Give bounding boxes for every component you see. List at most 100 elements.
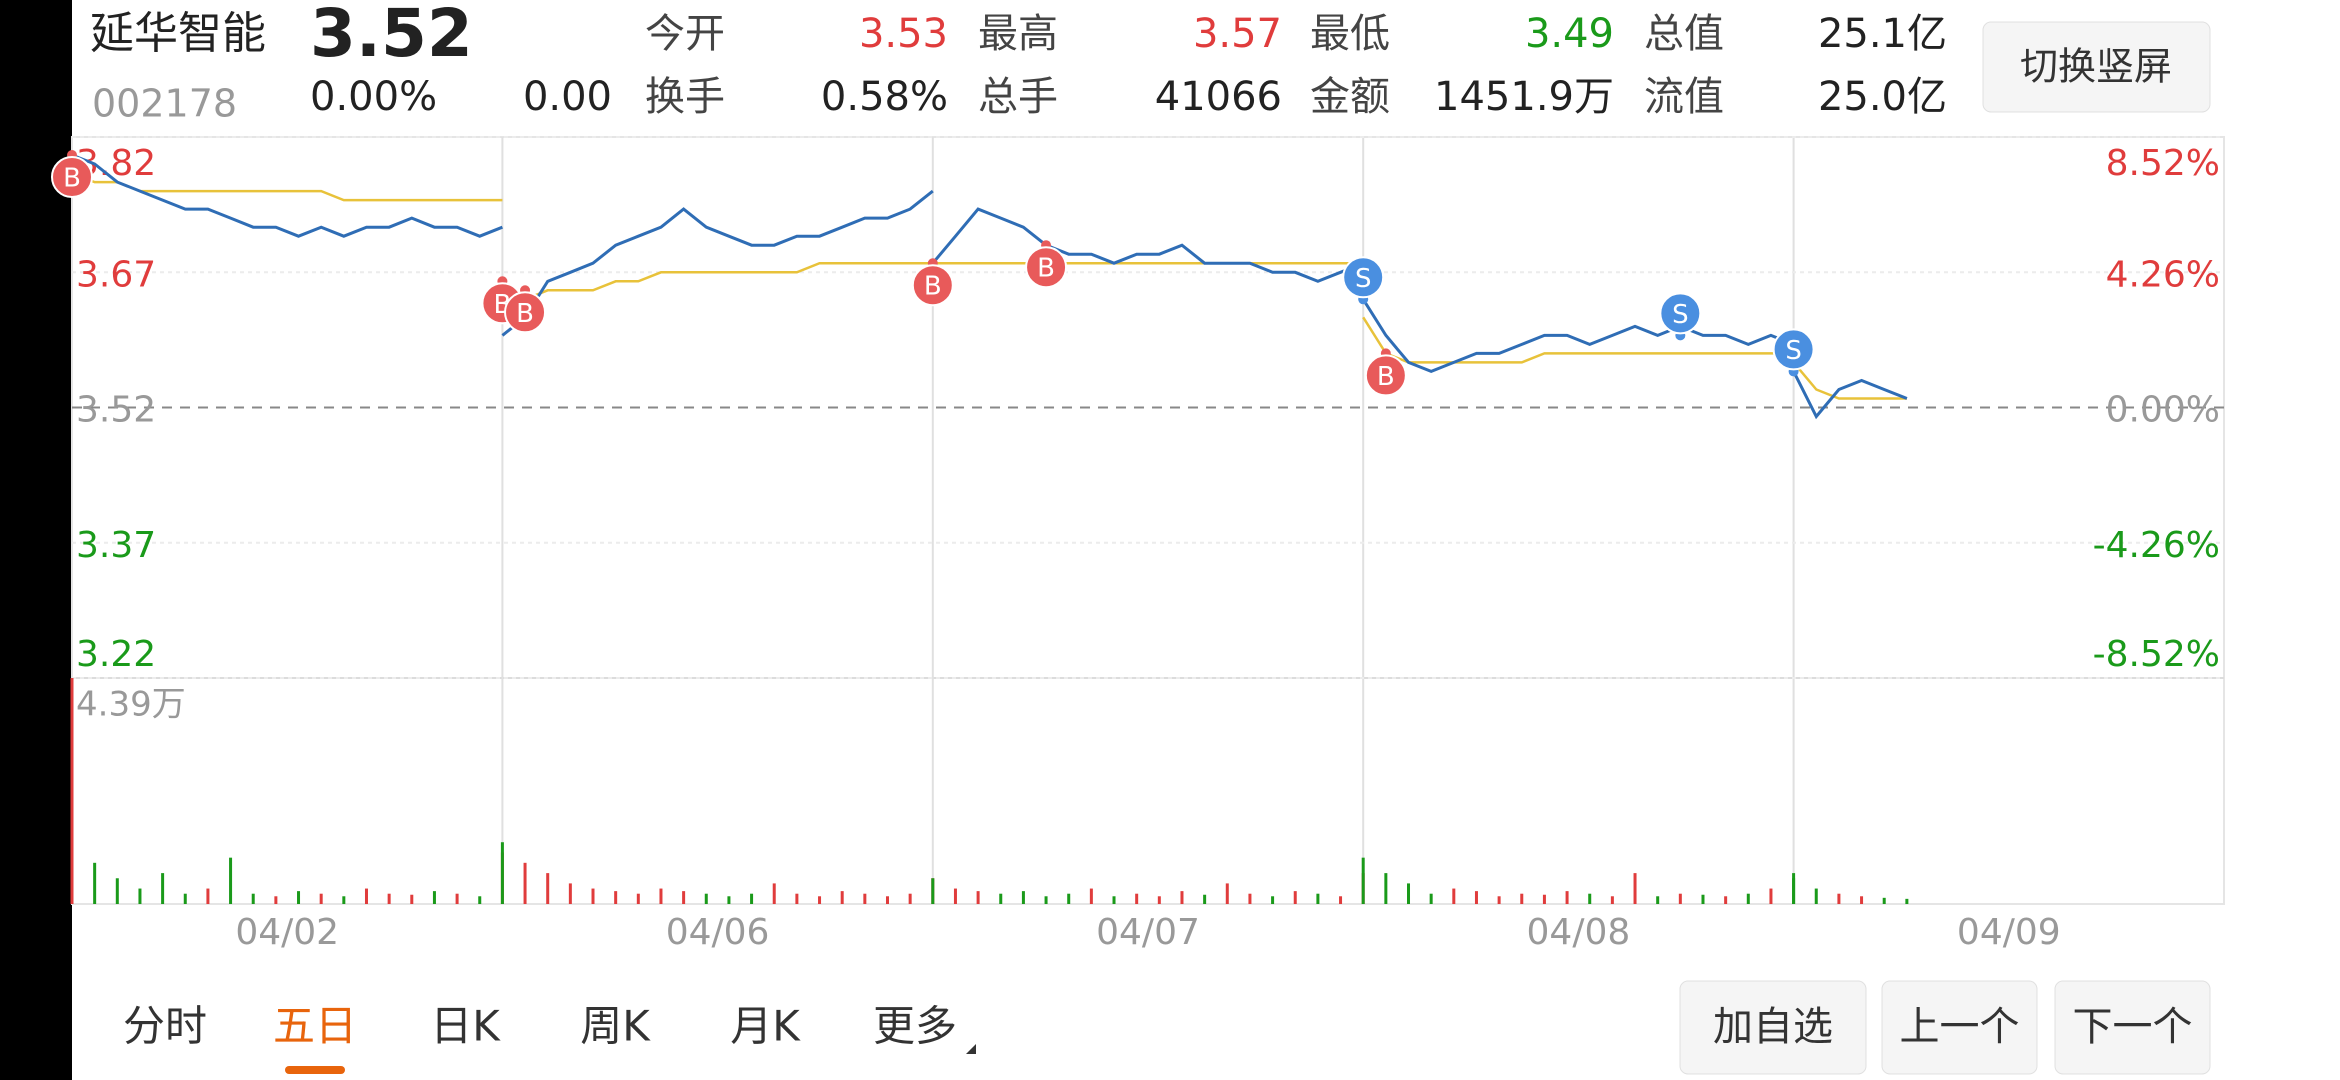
volume-bar	[953, 888, 957, 904]
field-value: 3.57	[1193, 11, 1282, 57]
more-caret	[966, 1044, 976, 1054]
volume-bar	[999, 893, 1003, 904]
action-label[interactable]: 下一个	[2073, 1004, 2193, 1050]
price-line	[1361, 298, 1795, 374]
trade-side: S	[1672, 300, 1689, 330]
avg-line	[502, 261, 933, 301]
volume-bar	[251, 893, 255, 904]
volume-bar	[818, 896, 822, 904]
trade-marker	[1364, 354, 1407, 397]
volume-bar	[568, 883, 572, 904]
volume-bar	[1384, 873, 1388, 904]
volume-bar	[1678, 893, 1682, 904]
avg-line	[1362, 316, 1794, 364]
volume-bar	[772, 883, 776, 904]
y-tick-label: 3.22	[76, 634, 156, 675]
x-tick-label: 04/09	[1957, 912, 2061, 953]
volume-bar	[1497, 896, 1501, 904]
volume-bar	[93, 862, 97, 904]
volume-bar	[1021, 891, 1025, 904]
volume-bar	[1316, 893, 1320, 904]
trade-marker	[1659, 292, 1702, 335]
y2-tick-label: 4.26%	[2106, 254, 2220, 295]
field-value: 41066	[1155, 74, 1282, 120]
volume-bar	[1407, 883, 1411, 904]
period-tab[interactable]: 更多	[873, 1002, 957, 1051]
rotate-label[interactable]: 切换竖屏	[2020, 45, 2172, 89]
x-tick-label: 04/08	[1527, 912, 1631, 953]
volume-bar	[1792, 873, 1796, 904]
volume-bar	[1180, 891, 1184, 904]
volume-bar	[1565, 891, 1569, 904]
volume-bar	[704, 893, 708, 904]
volume-bar	[387, 893, 391, 904]
volume-bar	[1429, 893, 1433, 904]
volume-bar	[319, 893, 323, 904]
action-button[interactable]	[1679, 980, 1867, 1075]
volume-bar	[1067, 893, 1071, 904]
volume-bar	[229, 857, 233, 904]
volume-bar	[206, 888, 210, 904]
trade-marker	[1025, 246, 1068, 289]
volume-bar	[1474, 891, 1478, 904]
volume-bar	[1656, 896, 1660, 904]
x-tick-label: 04/02	[235, 912, 339, 953]
volume-bar	[364, 888, 368, 904]
price-line	[1792, 370, 1908, 420]
field-label: 总手	[978, 74, 1058, 120]
volume-bar	[183, 893, 187, 904]
action-button[interactable]	[1881, 980, 2038, 1075]
y2-tick-label: -4.26%	[2093, 525, 2220, 566]
volume-bar	[931, 878, 935, 904]
volume-bar	[863, 893, 867, 904]
period-tab[interactable]: 日K	[430, 1002, 501, 1051]
volume-bar	[297, 891, 301, 904]
price-line	[71, 153, 503, 238]
stock-code: 002178	[92, 82, 237, 126]
trade-side: B	[1037, 254, 1055, 284]
rotate-button[interactable]	[1982, 21, 2211, 113]
period-tab[interactable]: 周K	[580, 1002, 651, 1051]
volume-bar	[1044, 896, 1048, 904]
action-label[interactable]: 加自选	[1713, 1004, 1833, 1050]
field-label: 总值	[1644, 11, 1724, 57]
stock-price: 3.52	[310, 0, 473, 72]
field-label: 换手	[645, 74, 725, 120]
volume-bar	[1112, 896, 1116, 904]
volume-bar	[840, 891, 844, 904]
volume-bar	[659, 888, 663, 904]
field-value: 0.58%	[821, 74, 948, 120]
chart-frame	[71, 136, 2225, 905]
action-label[interactable]: 上一个	[1900, 1004, 2020, 1050]
volume-bar	[1225, 883, 1229, 904]
volume-bar	[1905, 898, 1909, 904]
period-tab[interactable]: 五日	[273, 1002, 357, 1051]
period-tab[interactable]: 月K	[730, 1002, 801, 1051]
volume-bar	[1746, 893, 1750, 904]
change-pct: 0.00%	[310, 74, 437, 120]
period-tab[interactable]: 分时	[123, 1002, 207, 1051]
volume-bar	[546, 873, 550, 904]
trade-marker	[504, 291, 547, 334]
trade-marker	[1342, 256, 1385, 299]
volume-bar	[274, 896, 278, 904]
volume-tick-label: 4.39万	[76, 685, 186, 725]
x-tick-label: 04/06	[666, 912, 770, 953]
volume-bar	[115, 878, 119, 904]
volume-bar	[455, 893, 459, 904]
y-tick-label: 3.37	[76, 525, 156, 566]
volume-bar	[138, 888, 142, 904]
volume-bar	[614, 891, 618, 904]
volume-bar	[1542, 894, 1546, 904]
action-button[interactable]	[2054, 980, 2211, 1075]
y2-tick-label: -8.52%	[2093, 634, 2220, 675]
volume-bar	[500, 842, 504, 904]
trade-side: B	[63, 164, 81, 194]
trade-side: S	[1785, 336, 1802, 366]
volume-bar	[523, 862, 527, 904]
volume-bar	[1837, 893, 1841, 904]
volume-bar	[1633, 873, 1637, 904]
volume-bar	[478, 896, 482, 904]
volume-bar	[161, 873, 165, 904]
